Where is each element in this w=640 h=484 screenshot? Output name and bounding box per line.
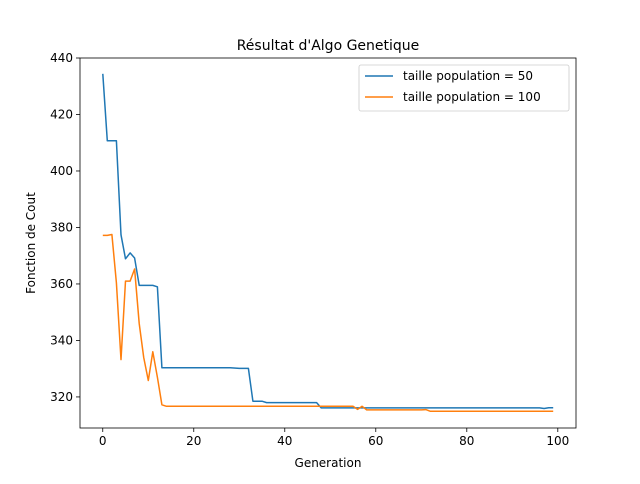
y-axis: 320 340 360 380 400 420 440 (50, 51, 80, 404)
y-tick-label: 340 (50, 333, 73, 347)
series-line-1 (102, 73, 554, 410)
x-axis-label: Generation (295, 456, 362, 470)
series-layer (102, 73, 554, 413)
chart-title: Résultat d'Algo Genetique (237, 38, 420, 54)
x-tick-label: 0 (99, 434, 107, 448)
y-tick-label: 360 (50, 277, 73, 291)
y-tick-label: 320 (50, 390, 73, 404)
y-tick-label: 440 (50, 51, 73, 65)
legend: taille population = 50 taille population … (358, 64, 570, 112)
x-axis: 0 20 40 60 80 100 (99, 428, 569, 448)
y-tick-label: 400 (50, 164, 73, 178)
plot-frame (79, 57, 577, 429)
legend-label: taille population = 50 (403, 69, 533, 83)
legend-box (358, 64, 570, 112)
x-tick-label: 40 (277, 434, 292, 448)
y-tick-label: 420 (50, 107, 73, 121)
x-tick-label: 80 (459, 434, 474, 448)
x-tick-label: 20 (186, 434, 201, 448)
legend-label: taille population = 100 (403, 90, 541, 104)
y-axis-label: Fonction de Cout (24, 192, 38, 294)
x-tick-label: 60 (368, 434, 383, 448)
y-tick-label: 380 (50, 220, 73, 234)
x-tick-label: 100 (546, 434, 569, 448)
series-line-2 (102, 233, 554, 413)
